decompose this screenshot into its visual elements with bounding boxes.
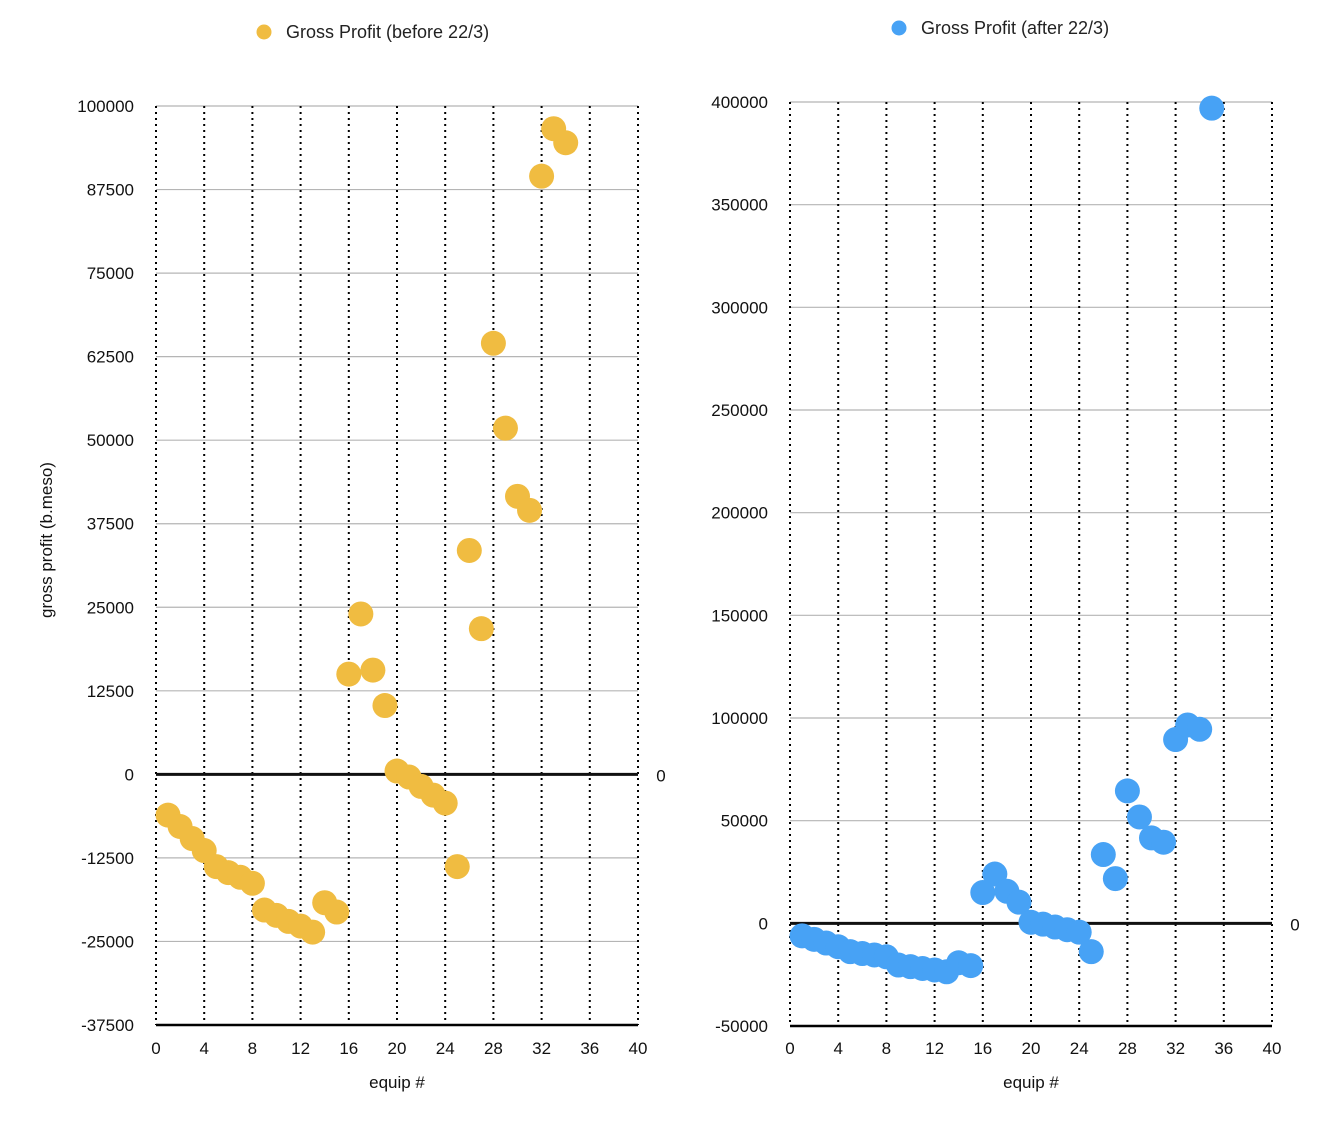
data-point	[1199, 95, 1225, 121]
y-tick-label: 62500	[87, 348, 134, 367]
x-tick-label: 4	[833, 1039, 842, 1058]
x-tick-label: 32	[1166, 1039, 1185, 1058]
legend-marker	[891, 20, 907, 36]
y-tick-label: -12500	[81, 849, 134, 868]
data-point	[336, 661, 362, 687]
x-axis-title: equip #	[369, 1073, 425, 1092]
chart-1: Gross Profit (before 22/3) 100000 87500 750…	[37, 22, 666, 1092]
data-point	[492, 415, 518, 441]
legend: Gross Profit (after 22/3)	[891, 18, 1109, 38]
x-tick-label: 8	[882, 1039, 891, 1058]
x-tick-label: 28	[1118, 1039, 1137, 1058]
data-point	[970, 880, 996, 906]
zero-line-label: 0	[656, 766, 665, 785]
data-point	[1078, 939, 1104, 965]
x-tick-label: 40	[629, 1039, 648, 1058]
data-point	[239, 870, 265, 896]
legend: Gross Profit (before 22/3)	[256, 22, 489, 42]
x-tick-label: 36	[1214, 1039, 1233, 1058]
series-points	[789, 95, 1225, 985]
y-tick-label: 200000	[711, 504, 768, 523]
x-tick-label: 12	[291, 1039, 310, 1058]
x-tick-label: 24	[1070, 1039, 1089, 1058]
x-tick-label: 16	[973, 1039, 992, 1058]
y-tick-label: 25000	[87, 598, 134, 617]
y-tick-label: 50000	[87, 431, 134, 450]
x-tick-label: 40	[1263, 1039, 1282, 1058]
x-tick-label: 16	[339, 1039, 358, 1058]
y-tick-label: 250000	[711, 401, 768, 420]
y-tick-label: 100000	[77, 97, 134, 116]
x-tick-label: 0	[785, 1039, 794, 1058]
y-tick-label: -50000	[715, 1017, 768, 1036]
data-point	[348, 601, 374, 627]
data-point	[1126, 804, 1152, 830]
x-tick-label: 4	[199, 1039, 208, 1058]
data-point	[958, 953, 984, 979]
data-point	[1151, 829, 1177, 855]
x-axis-title: equip #	[1003, 1073, 1059, 1092]
y-tick-label: 300000	[711, 298, 768, 317]
legend-marker	[256, 24, 272, 40]
y-tick-label: 37500	[87, 515, 134, 534]
data-point	[1187, 716, 1213, 742]
data-point	[456, 537, 482, 563]
data-point	[468, 616, 494, 642]
y-axis-title: gross profit (b.meso)	[37, 462, 56, 618]
x-tick-label: 24	[436, 1039, 455, 1058]
x-tick-label: 36	[580, 1039, 599, 1058]
y-tick-label: 75000	[87, 264, 134, 283]
series-points	[155, 116, 579, 945]
data-point	[444, 854, 470, 880]
x-tick-label: 28	[484, 1039, 503, 1058]
chart-2: Gross Profit (after 22/3) 400000 350000 300…	[711, 18, 1299, 1092]
y-tick-label: 150000	[711, 606, 768, 625]
y-tick-label: 87500	[87, 181, 134, 200]
data-point	[1090, 842, 1116, 868]
y-tick-label: 0	[125, 765, 134, 784]
x-tick-label: 8	[248, 1039, 257, 1058]
x-tick-label: 32	[532, 1039, 551, 1058]
data-point	[1006, 889, 1032, 915]
y-tick-label: 350000	[711, 196, 768, 215]
zero-line-label: 0	[1290, 915, 1299, 934]
data-point	[300, 919, 326, 945]
data-point	[1066, 919, 1092, 945]
y-tick-label: 400000	[711, 93, 768, 112]
legend-label: Gross Profit (before 22/3)	[286, 22, 489, 42]
y-tick-label: -25000	[81, 932, 134, 951]
legend-label: Gross Profit (after 22/3)	[921, 18, 1109, 38]
data-point	[360, 657, 386, 683]
y-tick-label: 50000	[721, 812, 768, 831]
x-tick-label: 0	[151, 1039, 160, 1058]
x-tick-label: 12	[925, 1039, 944, 1058]
data-point	[372, 693, 398, 719]
data-point	[529, 163, 555, 189]
data-point	[517, 497, 543, 523]
data-point	[1114, 778, 1140, 804]
data-point	[553, 130, 579, 156]
data-point	[324, 899, 350, 925]
y-tick-label: 0	[759, 914, 768, 933]
y-tick-label: -37500	[81, 1016, 134, 1035]
x-tick-label: 20	[388, 1039, 407, 1058]
y-tick-label: 12500	[87, 682, 134, 701]
data-point	[432, 790, 458, 816]
y-tick-label: 100000	[711, 709, 768, 728]
data-point	[1102, 866, 1128, 892]
x-tick-label: 20	[1022, 1039, 1041, 1058]
data-point	[480, 330, 506, 356]
